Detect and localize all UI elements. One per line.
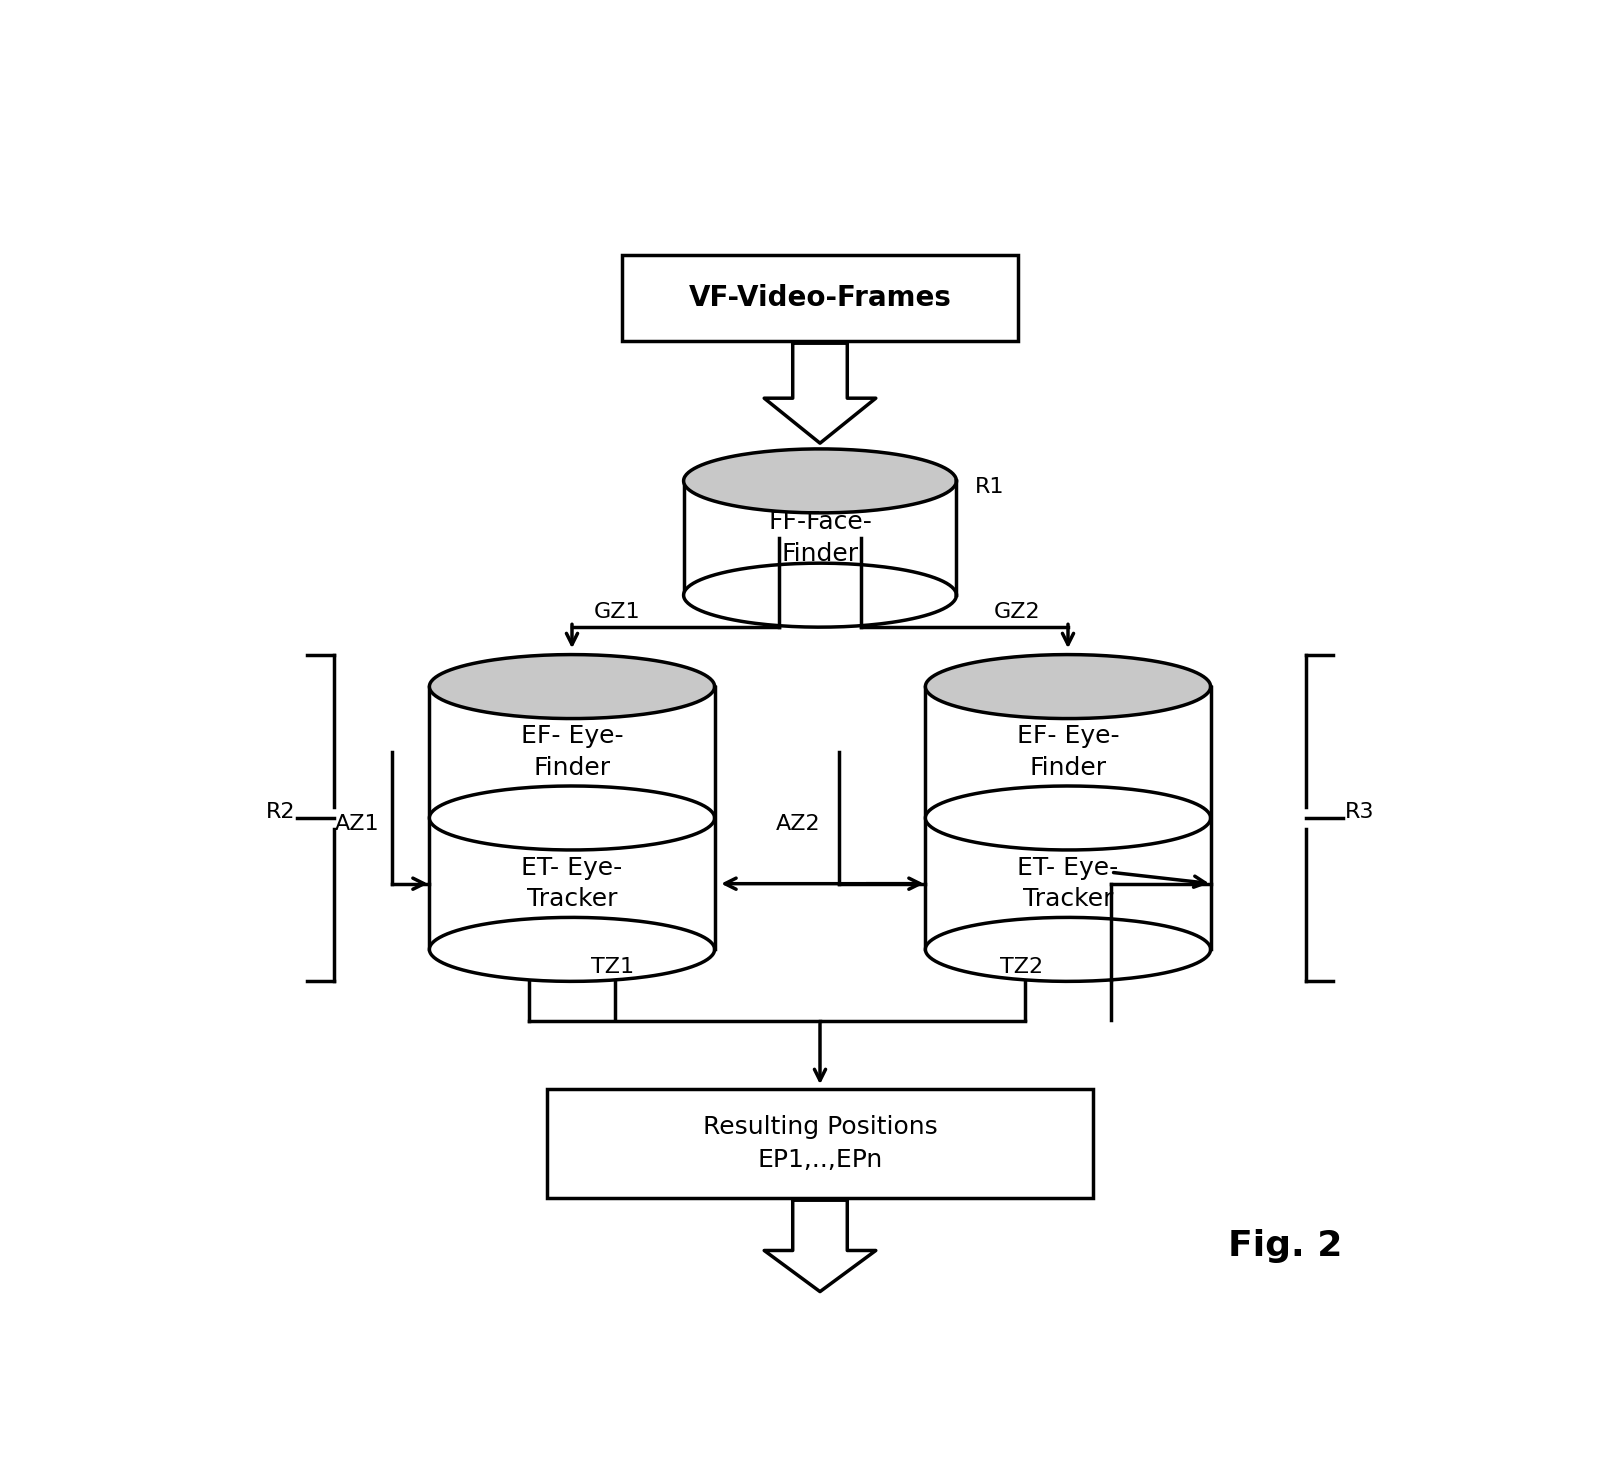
Text: AZ2: AZ2: [776, 813, 819, 834]
Text: AZ1: AZ1: [334, 813, 379, 834]
Text: R2: R2: [266, 803, 296, 822]
Text: GZ2: GZ2: [994, 603, 1040, 622]
Text: EF- Eye-
Finder: EF- Eye- Finder: [520, 724, 624, 781]
Text: R3: R3: [1344, 803, 1374, 822]
Text: Fig. 2: Fig. 2: [1227, 1229, 1342, 1263]
Polygon shape: [429, 787, 715, 850]
Polygon shape: [765, 343, 875, 444]
Polygon shape: [925, 687, 1211, 950]
Polygon shape: [429, 654, 715, 718]
Text: Resulting Positions
EP1,..,EPn: Resulting Positions EP1,..,EPn: [702, 1114, 938, 1172]
Polygon shape: [925, 654, 1211, 718]
Text: TZ2: TZ2: [1000, 957, 1043, 976]
Polygon shape: [429, 917, 715, 981]
Text: R1: R1: [974, 476, 1005, 497]
Polygon shape: [683, 448, 957, 513]
Text: VF-Video-Frames: VF-Video-Frames: [688, 283, 952, 312]
Text: FF-Face-
Finder: FF-Face- Finder: [768, 510, 872, 565]
Polygon shape: [765, 1201, 875, 1291]
Text: EF- Eye-
Finder: EF- Eye- Finder: [1016, 724, 1120, 781]
Polygon shape: [429, 687, 715, 950]
Polygon shape: [925, 787, 1211, 850]
Text: GZ1: GZ1: [594, 603, 640, 622]
Text: ET- Eye-
Tracker: ET- Eye- Tracker: [522, 856, 622, 911]
Bar: [547, 1089, 1093, 1198]
Text: TZ1: TZ1: [590, 957, 634, 976]
Polygon shape: [683, 562, 957, 628]
Text: ET- Eye-
Tracker: ET- Eye- Tracker: [1018, 856, 1118, 911]
Polygon shape: [925, 917, 1211, 981]
Bar: [621, 255, 1018, 341]
